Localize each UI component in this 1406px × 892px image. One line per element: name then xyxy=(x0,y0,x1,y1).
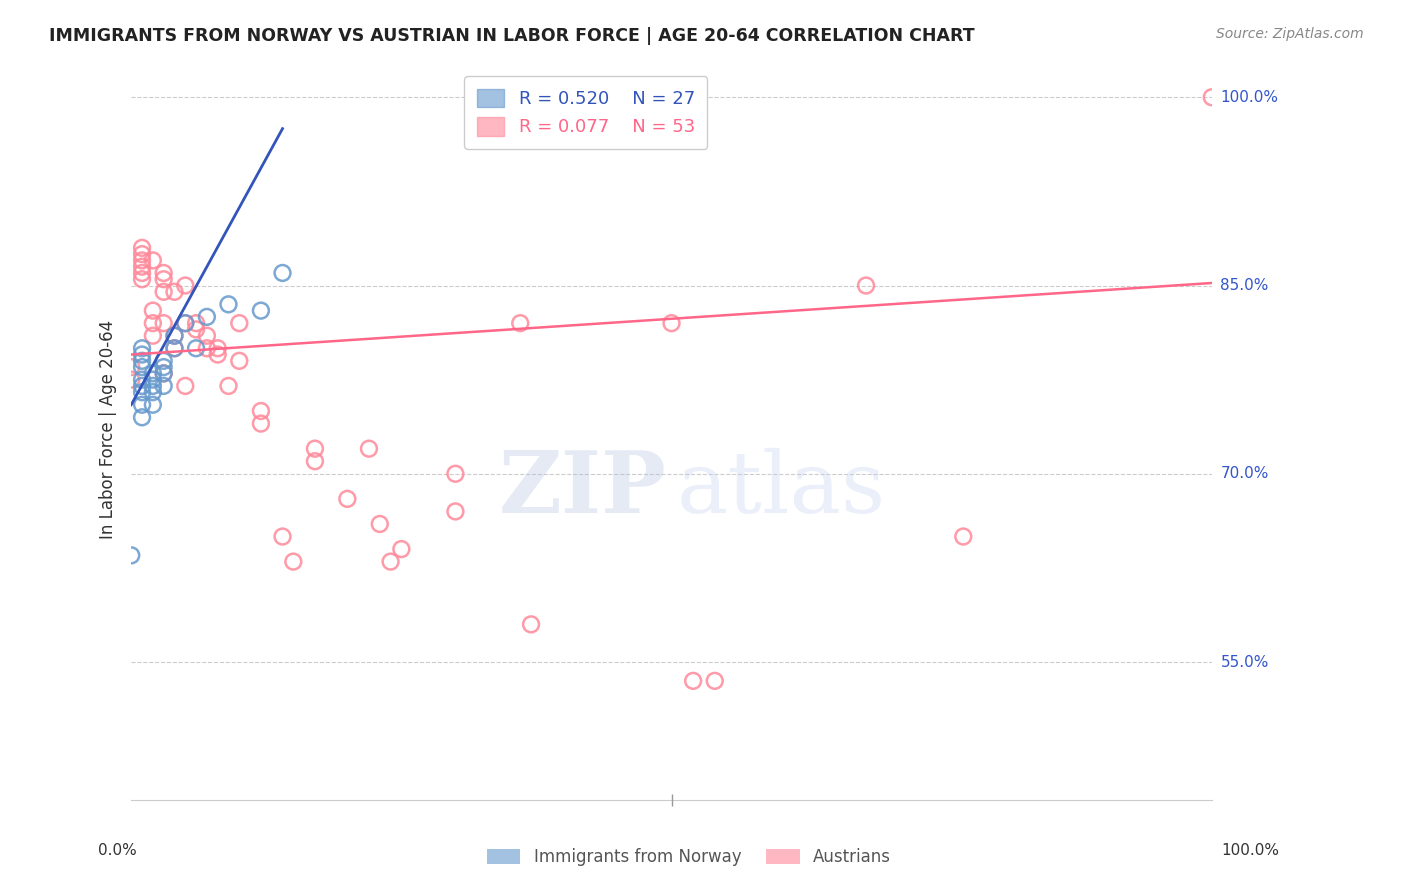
Point xyxy=(163,328,186,343)
Point xyxy=(152,354,174,368)
Point xyxy=(163,341,186,355)
Point xyxy=(703,673,725,688)
Point xyxy=(195,328,218,343)
Point xyxy=(163,328,186,343)
Point xyxy=(131,379,153,393)
Point xyxy=(271,266,294,280)
Point xyxy=(152,266,174,280)
Point xyxy=(304,454,326,468)
Point xyxy=(357,442,380,456)
Point xyxy=(131,253,153,268)
Point xyxy=(184,316,207,330)
Point xyxy=(444,504,467,518)
Point xyxy=(368,516,391,531)
Point xyxy=(152,379,174,393)
Point xyxy=(131,260,153,274)
Y-axis label: In Labor Force | Age 20-64: In Labor Force | Age 20-64 xyxy=(100,320,117,540)
Point xyxy=(131,266,153,280)
Point xyxy=(131,385,153,400)
Point xyxy=(336,491,359,506)
Point xyxy=(520,617,543,632)
Point xyxy=(142,379,165,393)
Point xyxy=(855,278,877,293)
Point xyxy=(218,379,240,393)
Text: ZIP: ZIP xyxy=(498,447,666,531)
Point xyxy=(131,272,153,286)
Point xyxy=(250,417,273,431)
Point xyxy=(218,297,240,311)
Point xyxy=(174,316,197,330)
Point xyxy=(131,373,153,387)
Point xyxy=(682,673,704,688)
Point xyxy=(304,442,326,456)
Point xyxy=(283,555,305,569)
Point xyxy=(444,467,467,481)
Point xyxy=(142,367,165,381)
Point xyxy=(174,316,197,330)
Point xyxy=(271,529,294,543)
Point xyxy=(174,379,197,393)
Text: Source: ZipAtlas.com: Source: ZipAtlas.com xyxy=(1216,27,1364,41)
Point xyxy=(250,404,273,418)
Point xyxy=(152,367,174,381)
Point xyxy=(207,347,229,361)
Point xyxy=(142,253,165,268)
Point xyxy=(152,285,174,299)
Text: 100.0%: 100.0% xyxy=(1222,843,1279,858)
Point xyxy=(380,555,402,569)
Point xyxy=(389,542,412,557)
Point xyxy=(120,360,142,375)
Point xyxy=(131,410,153,425)
Point xyxy=(661,316,683,330)
Legend: R = 0.520    N = 27, R = 0.077    N = 53: R = 0.520 N = 27, R = 0.077 N = 53 xyxy=(464,76,707,149)
Text: 0.0%: 0.0% xyxy=(98,843,138,858)
Legend: Immigrants from Norway, Austrians: Immigrants from Norway, Austrians xyxy=(478,840,900,875)
Point xyxy=(228,316,250,330)
Point xyxy=(142,328,165,343)
Point xyxy=(131,360,153,375)
Text: atlas: atlas xyxy=(676,448,886,531)
Text: 100.0%: 100.0% xyxy=(1220,90,1278,104)
Text: 55.0%: 55.0% xyxy=(1220,655,1268,670)
Point xyxy=(131,247,153,261)
Point xyxy=(142,316,165,330)
Point xyxy=(195,341,218,355)
Point xyxy=(207,341,229,355)
Point xyxy=(250,303,273,318)
Point xyxy=(131,341,153,355)
Point xyxy=(152,272,174,286)
Point xyxy=(131,398,153,412)
Point xyxy=(1201,90,1223,104)
Point xyxy=(163,341,186,355)
Point xyxy=(163,285,186,299)
Point xyxy=(142,398,165,412)
Point xyxy=(142,373,165,387)
Point xyxy=(174,278,197,293)
Point xyxy=(228,354,250,368)
Point xyxy=(184,341,207,355)
Point xyxy=(131,241,153,255)
Point xyxy=(952,529,974,543)
Point xyxy=(120,549,142,563)
Point xyxy=(142,303,165,318)
Point xyxy=(195,310,218,324)
Point xyxy=(152,360,174,375)
Text: 70.0%: 70.0% xyxy=(1220,467,1268,482)
Point xyxy=(184,322,207,336)
Point xyxy=(142,385,165,400)
Point xyxy=(152,367,174,381)
Point xyxy=(152,316,174,330)
Point xyxy=(120,373,142,387)
Point xyxy=(131,354,153,368)
Point xyxy=(131,347,153,361)
Text: IMMIGRANTS FROM NORWAY VS AUSTRIAN IN LABOR FORCE | AGE 20-64 CORRELATION CHART: IMMIGRANTS FROM NORWAY VS AUSTRIAN IN LA… xyxy=(49,27,974,45)
Text: 85.0%: 85.0% xyxy=(1220,278,1268,293)
Point xyxy=(509,316,531,330)
